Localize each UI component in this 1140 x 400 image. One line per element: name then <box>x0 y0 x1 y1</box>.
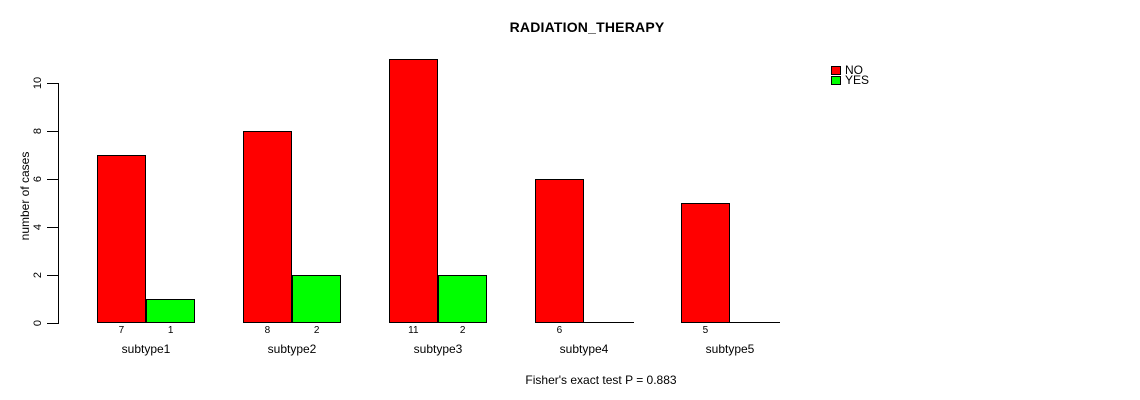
bar-no-subtype4 <box>534 179 584 323</box>
fisher-test-annotation: Fisher's exact test P = 0.883 <box>525 373 677 387</box>
bar-value-label: 7 <box>118 325 125 336</box>
bar-yes-subtype2 <box>292 275 342 323</box>
legend-label: YES <box>845 73 870 87</box>
legend-label: NO <box>845 63 863 77</box>
bar-no-subtype5 <box>680 203 730 323</box>
y-tick-label: 8 <box>32 127 44 135</box>
y-tick-mark <box>47 275 58 276</box>
y-tick-mark <box>47 131 58 132</box>
legend-swatch-no <box>831 65 841 75</box>
bar-no-subtype2 <box>242 131 292 323</box>
bar-no-subtype1 <box>96 155 146 323</box>
y-tick-label: 2 <box>32 271 44 279</box>
bar-value-label: 2 <box>313 325 320 336</box>
category-label-subtype1: subtype1 <box>121 342 171 356</box>
bar-yes-subtype1 <box>146 299 196 323</box>
bar-zero-yes-subtype5 <box>730 322 781 323</box>
category-label-subtype5: subtype5 <box>705 342 755 356</box>
y-tick-label: 0 <box>32 319 44 327</box>
chart-title: RADIATION_THERAPY <box>509 19 665 35</box>
bar-value-label: 2 <box>459 325 466 336</box>
bar-yes-subtype3 <box>438 275 488 323</box>
bar-value-label: 6 <box>556 325 563 336</box>
legend-item-yes: YES <box>831 73 870 87</box>
y-axis-line <box>58 83 59 324</box>
bar-value-label: 1 <box>167 325 174 336</box>
bar-zero-yes-subtype4 <box>584 322 635 323</box>
y-tick-label: 10 <box>32 76 44 90</box>
y-tick-mark <box>47 323 58 324</box>
category-label-subtype4: subtype4 <box>559 342 609 356</box>
bar-value-label: 8 <box>264 325 271 336</box>
y-tick-mark <box>47 227 58 228</box>
y-tick-label: 6 <box>32 175 44 183</box>
category-label-subtype3: subtype3 <box>413 342 463 356</box>
y-tick-label: 4 <box>32 223 44 231</box>
legend-swatch-yes <box>831 75 841 85</box>
legend-item-no: NO <box>831 63 869 77</box>
y-tick-mark <box>47 83 58 84</box>
legend: NO YES <box>831 63 870 87</box>
bar-value-label: 5 <box>702 325 709 336</box>
bar-value-label: 11 <box>408 325 419 336</box>
y-axis-label: number of cases <box>18 151 32 241</box>
y-tick-mark <box>47 179 58 180</box>
category-label-subtype2: subtype2 <box>267 342 317 356</box>
bar-no-subtype3 <box>388 59 438 323</box>
